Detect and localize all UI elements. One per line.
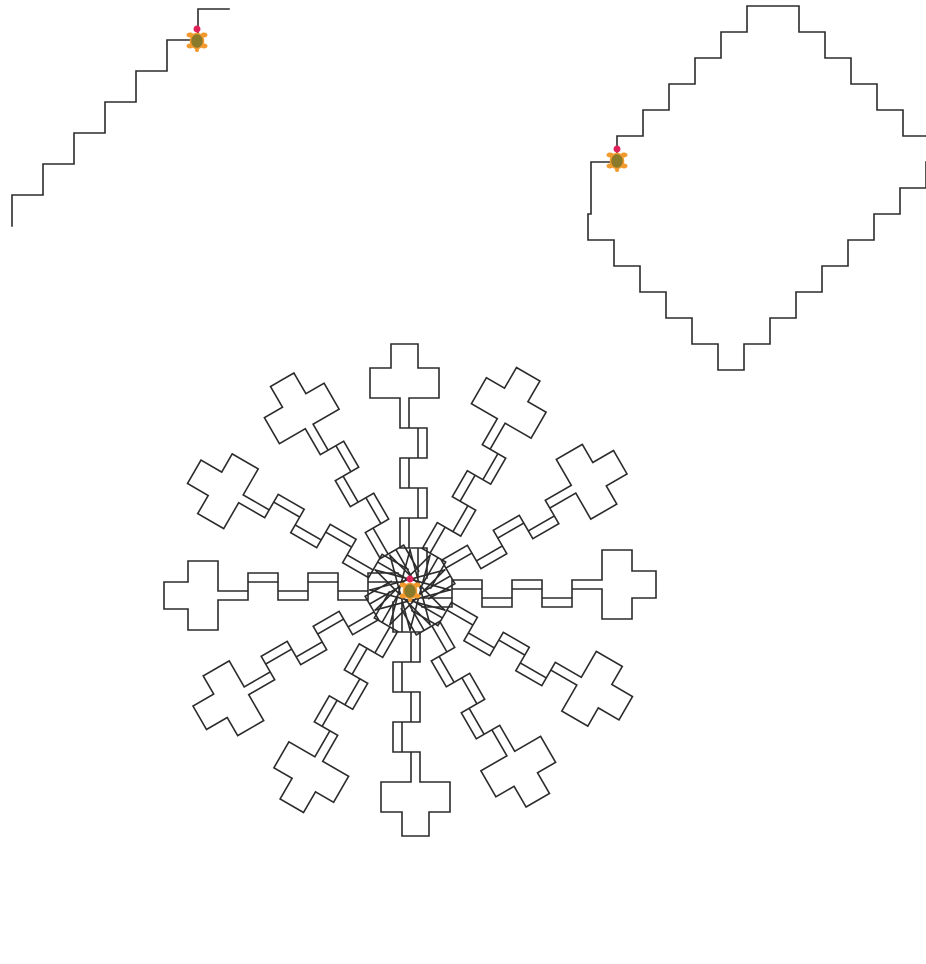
- turtle-cursors: [186, 25, 628, 602]
- rosette-arm: [421, 366, 548, 590]
- rosette-center-line: [369, 589, 446, 611]
- diamond-path: [587, 5, 926, 371]
- rosette-center-line: [389, 549, 411, 626]
- turtle-icon: [186, 25, 208, 52]
- rosette-center-line: [389, 554, 411, 631]
- rosette-arm: [400, 603, 557, 809]
- rosette-center-line: [374, 589, 451, 611]
- rosette-arm: [263, 371, 420, 577]
- rosette-arm: [410, 601, 634, 728]
- staircase-figure: [11, 8, 230, 227]
- rosette-arm: [423, 443, 629, 600]
- rosette-arm: [191, 580, 397, 737]
- rosette-center-line: [409, 554, 431, 631]
- rosette-arm: [380, 601, 451, 837]
- rosette-center-line: [409, 549, 431, 626]
- diamond-figure: [587, 5, 926, 371]
- rosette-arm: [369, 343, 440, 579]
- rosette-arm: [186, 452, 410, 579]
- rosette-arm: [272, 590, 399, 814]
- turtle-icon: [606, 145, 628, 172]
- staircase-path: [11, 8, 230, 227]
- rosette-arm: [421, 549, 657, 620]
- rosette-arm: [163, 560, 399, 631]
- turtle-icon: [399, 575, 421, 602]
